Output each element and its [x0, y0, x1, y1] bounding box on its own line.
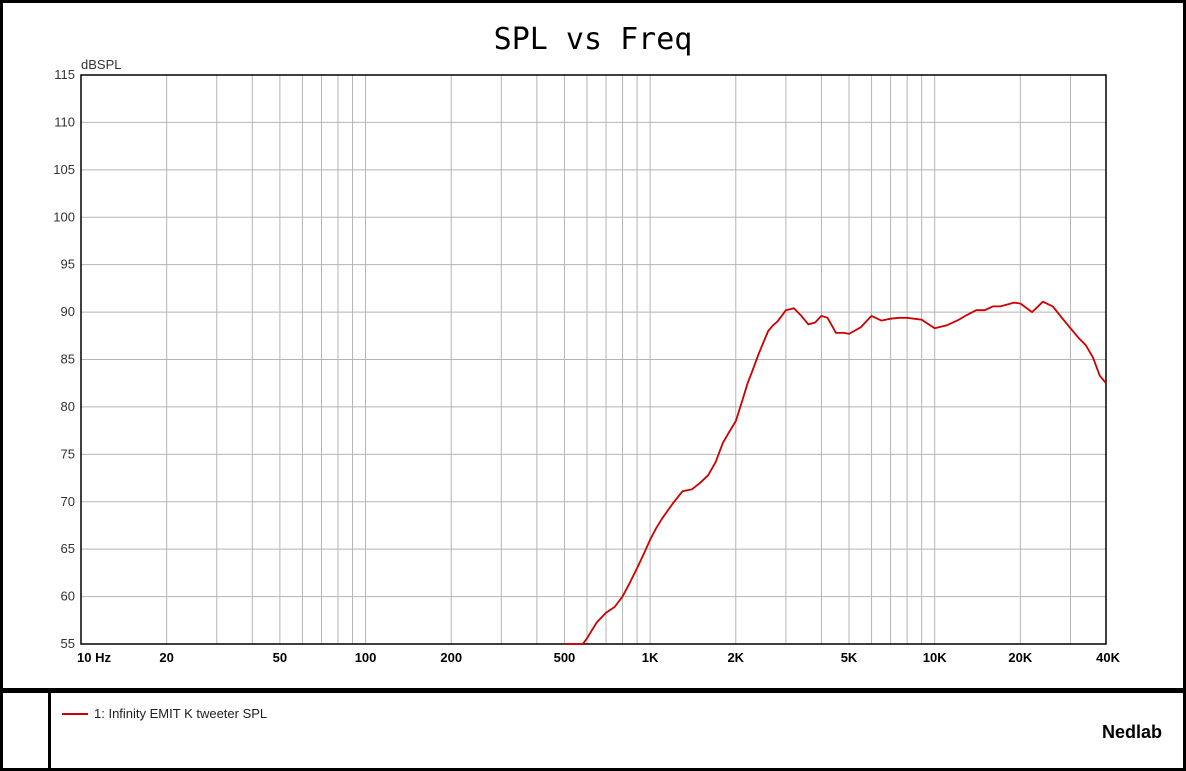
y-tick-label: 65 — [61, 541, 75, 556]
x-tick-label: 40K — [1096, 650, 1120, 665]
y-tick-label: 105 — [53, 162, 75, 177]
y-tick-label: 85 — [61, 352, 75, 367]
x-tick-label: 20K — [1008, 650, 1032, 665]
legend-swatch — [62, 712, 88, 715]
x-tick-labels: 10 Hz 20 50 100 200 500 1K 2K 5K 10K 20K 40K — [77, 650, 1121, 665]
legend-separator — [48, 693, 51, 771]
series-line — [564, 300, 1107, 645]
x-tick-label: 200 — [440, 650, 462, 665]
x-tick-label: 1K — [642, 650, 659, 665]
x-tick-label: 20 — [159, 650, 173, 665]
x-tick-label: 2K — [727, 650, 744, 665]
y-tick-label: 115 — [54, 67, 75, 82]
y-tick-label: 100 — [53, 209, 75, 224]
y-tick-label: 75 — [61, 446, 75, 461]
x-tick-label: 100 — [355, 650, 377, 665]
y-tick-label: 110 — [54, 114, 75, 129]
legend: 1: Infinity EMIT K tweeter SPL — [62, 706, 267, 721]
x-tick-label: 10K — [923, 650, 947, 665]
y-axis-label: dBSPL — [81, 57, 121, 72]
chart-title: SPL vs Freq — [493, 22, 693, 57]
legend-divider — [0, 688, 1186, 693]
x-tick-label: 50 — [273, 650, 287, 665]
x-tick-label: 10 Hz — [77, 650, 111, 665]
y-tick-labels: 115 110 105 100 95 90 85 80 75 70 65 60 55 — [53, 67, 75, 651]
x-tick-label: 5K — [841, 650, 858, 665]
y-tick-label: 80 — [61, 399, 75, 414]
x-tick-label: 500 — [554, 650, 576, 665]
plot-border — [80, 74, 1107, 645]
y-tick-label: 90 — [61, 304, 75, 319]
series-layer — [564, 300, 1107, 645]
y-tick-label: 70 — [61, 494, 75, 509]
brand-label: Nedlab — [1101, 722, 1162, 742]
grid-layer — [80, 74, 1107, 645]
legend-label: 1: Infinity EMIT K tweeter SPL — [94, 706, 268, 721]
chart-plot: 115 110 105 100 95 90 85 80 75 70 65 60 55 10 Hz 20 50… — [53, 57, 1121, 665]
y-tick-label: 95 — [61, 257, 75, 272]
y-tick-label: 60 — [61, 589, 75, 604]
y-tick-label: 55 — [61, 636, 75, 651]
